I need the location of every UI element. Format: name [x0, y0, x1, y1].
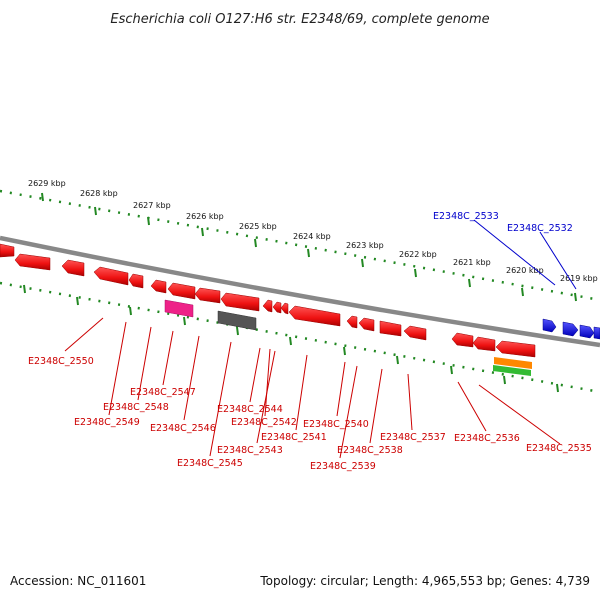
gene-label[interactable]: E2348C_2546 [150, 423, 216, 434]
kbp-label: 2624 kbp [293, 232, 331, 241]
gene-label[interactable]: E2348C_2537 [380, 432, 446, 443]
reverse-strand-genes [0, 243, 536, 358]
gene-arrow[interactable] [579, 324, 595, 339]
inner-scale-track [0, 281, 600, 394]
gene-label[interactable]: E2348C_2548 [103, 402, 169, 413]
reverse-gene-labels: E2348C_2550 E2348C_2547 E2348C_2548 E234… [28, 356, 592, 472]
kbp-label: 2626 kbp [186, 212, 224, 221]
gene-arrow[interactable] [272, 301, 282, 314]
kbp-label: 2622 kbp [399, 250, 437, 259]
gene-label[interactable]: E2348C_2543 [217, 445, 283, 456]
forward-strand-genes [542, 318, 600, 340]
feature-magenta[interactable] [164, 299, 194, 318]
kbp-label: 2619 kbp [560, 274, 598, 283]
gene-label[interactable]: E2348C_2539 [310, 461, 376, 472]
gene-label[interactable]: E2348C_2538 [337, 445, 403, 456]
feature-orange[interactable] [494, 357, 532, 369]
gene-label[interactable]: E2348C_2545 [177, 458, 243, 469]
outer-scale-track [0, 189, 600, 302]
misc-features [164, 299, 532, 376]
gene-arrow[interactable] [167, 282, 196, 300]
gene-arrow[interactable] [562, 321, 579, 337]
gene-arrow[interactable] [346, 315, 358, 329]
kbp-label: 2628 kbp [80, 189, 118, 198]
gene-label[interactable]: E2348C_2540 [303, 419, 369, 430]
kbp-label: 2621 kbp [453, 258, 491, 267]
kbp-label: 2627 kbp [133, 201, 171, 210]
feature-green[interactable] [493, 365, 531, 376]
gene-arrow[interactable] [150, 279, 167, 294]
gene-arrow[interactable] [542, 318, 557, 333]
gene-label[interactable]: E2348C_2550 [28, 356, 94, 367]
gene-arrow[interactable] [194, 287, 221, 304]
kbp-label: 2620 kbp [506, 266, 544, 275]
topology-text: Topology: circular; Length: 4,965,553 bp… [260, 574, 590, 588]
gene-arrow[interactable] [0, 243, 15, 258]
gene-arrow[interactable] [288, 305, 341, 327]
gene-arrow[interactable] [93, 266, 129, 286]
gene-label[interactable]: E2348C_2544 [217, 404, 283, 415]
kbp-label: 2629 kbp [28, 179, 66, 188]
gene-arrow[interactable] [495, 340, 536, 358]
kbp-label: 2625 kbp [239, 222, 277, 231]
gene-arrow[interactable] [379, 320, 402, 337]
gene-arrow[interactable] [280, 302, 289, 315]
gene-arrow[interactable] [451, 332, 474, 348]
map-title: Escherichia coli O127:H6 str. E2348/69, … [110, 12, 489, 27]
gene-label[interactable]: E2348C_2541 [261, 432, 327, 443]
gene-label[interactable]: E2348C_2547 [130, 387, 196, 398]
genome-backbone [0, 235, 600, 348]
gene-arrow[interactable] [128, 273, 144, 289]
gene-arrow[interactable] [14, 253, 51, 271]
gene-label[interactable]: E2348C_2535 [526, 443, 592, 454]
gene-arrow[interactable] [403, 325, 427, 341]
gene-arrow[interactable] [358, 317, 375, 332]
forward-gene-labels: E2348C_2533 E2348C_2532 [433, 211, 577, 290]
accession-text: Accession: NC_011601 [10, 574, 147, 588]
kbp-label: 2623 kbp [346, 241, 384, 250]
gene-label[interactable]: E2348C_2542 [231, 417, 297, 428]
feature-gray[interactable] [217, 310, 257, 331]
gene-arrow[interactable] [220, 292, 260, 312]
gene-label[interactable]: E2348C_2536 [454, 433, 520, 444]
gene-label[interactable]: E2348C_2533 [433, 211, 499, 222]
gene-arrow[interactable] [472, 336, 496, 352]
kbp-labels: 2629 kbp 2628 kbp 2627 kbp 2626 kbp 2625… [28, 179, 598, 283]
gene-arrow[interactable] [593, 326, 600, 340]
gene-label[interactable]: E2348C_2532 [507, 223, 573, 234]
gene-arrow[interactable] [61, 259, 85, 277]
reverse-gene-leaders [64, 317, 561, 459]
gene-arrow[interactable] [262, 299, 273, 313]
gene-label[interactable]: E2348C_2549 [74, 417, 140, 428]
